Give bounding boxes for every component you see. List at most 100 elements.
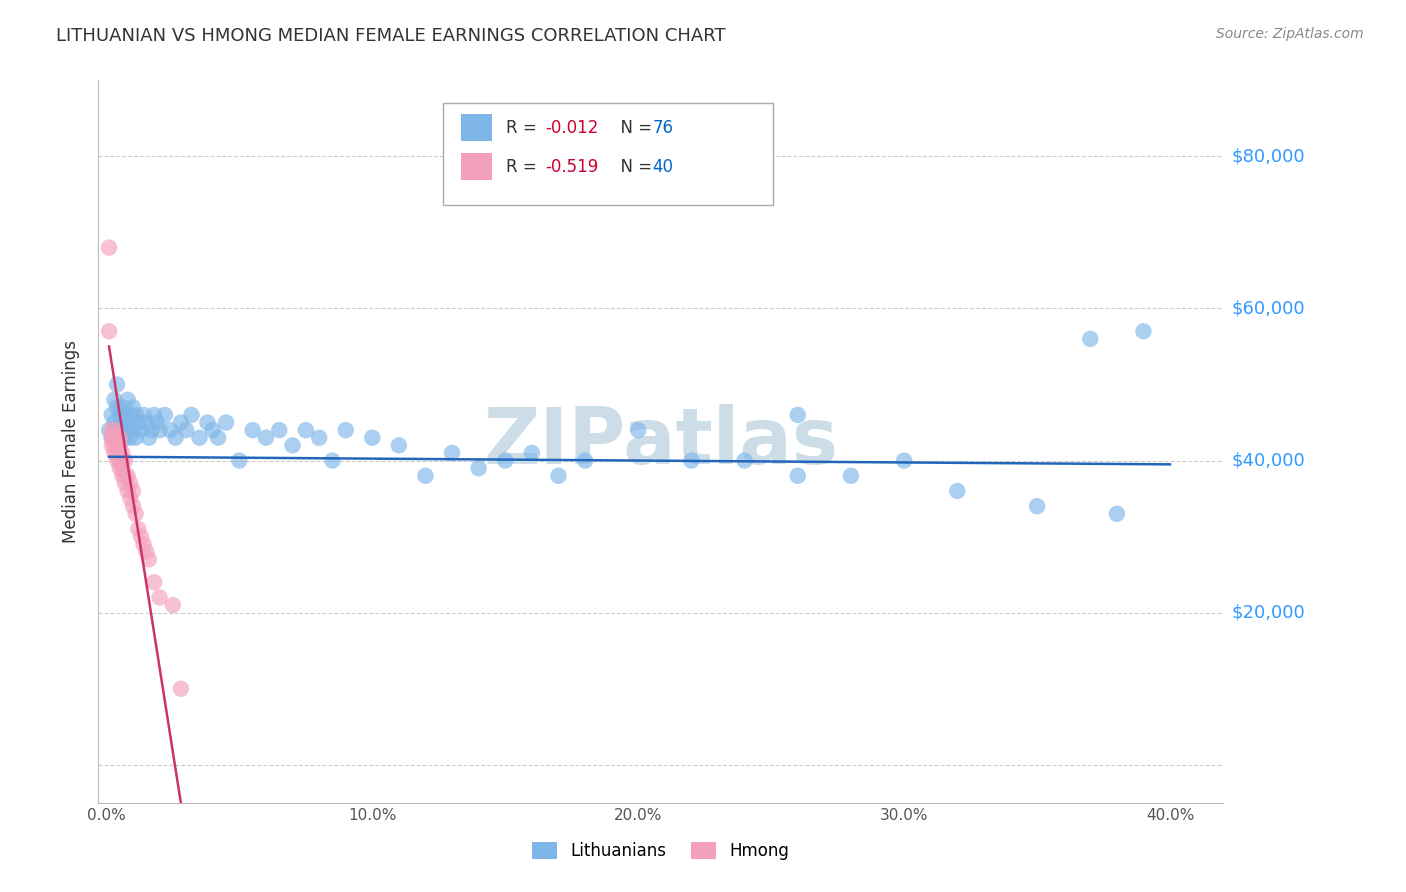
Point	[114, 468, 136, 483]
Point	[120, 431, 142, 445]
Point	[120, 408, 142, 422]
Point	[388, 438, 411, 452]
Point	[174, 423, 197, 437]
Point	[159, 423, 181, 437]
Text: $80,000: $80,000	[1232, 147, 1305, 165]
Point	[129, 423, 152, 437]
Point	[100, 431, 122, 445]
Legend: Lithuanians, Hmong: Lithuanians, Hmong	[526, 835, 796, 867]
Point	[114, 431, 136, 445]
Text: 76: 76	[652, 119, 673, 136]
Point	[946, 483, 969, 498]
Point	[108, 423, 131, 437]
Point	[103, 423, 125, 437]
Point	[197, 416, 219, 430]
Point	[122, 423, 145, 437]
Point	[129, 530, 152, 544]
Point	[105, 431, 128, 445]
Text: $20,000: $20,000	[1232, 604, 1305, 622]
Point	[111, 416, 134, 430]
Point	[308, 431, 330, 445]
Point	[180, 408, 202, 422]
Point	[162, 598, 184, 612]
Point	[681, 453, 703, 467]
Point	[105, 453, 128, 467]
Point	[122, 401, 145, 415]
Point	[335, 423, 357, 437]
Point	[108, 438, 131, 452]
Point	[441, 446, 464, 460]
Point	[132, 537, 155, 551]
Point	[122, 483, 145, 498]
Text: LITHUANIAN VS HMONG MEDIAN FEMALE EARNINGS CORRELATION CHART: LITHUANIAN VS HMONG MEDIAN FEMALE EARNIN…	[56, 27, 725, 45]
Point	[111, 453, 134, 467]
Point	[120, 491, 142, 506]
Point	[1078, 332, 1101, 346]
Point	[170, 681, 193, 696]
Point	[143, 408, 166, 422]
Point	[111, 468, 134, 483]
Point	[207, 431, 229, 445]
Text: $60,000: $60,000	[1232, 300, 1305, 318]
Point	[141, 423, 163, 437]
Point	[120, 476, 142, 491]
Point	[839, 468, 862, 483]
Point	[893, 453, 915, 467]
Point	[114, 476, 136, 491]
Point	[127, 522, 149, 536]
Point	[98, 423, 121, 437]
Point	[108, 408, 131, 422]
Point	[138, 431, 160, 445]
Point	[108, 431, 131, 445]
Point	[1026, 499, 1049, 513]
Point	[153, 408, 176, 422]
Point	[627, 423, 650, 437]
Text: R =: R =	[506, 119, 543, 136]
Text: N =: N =	[610, 158, 658, 176]
Point	[103, 392, 125, 407]
Point	[111, 423, 134, 437]
Point	[786, 468, 808, 483]
Point	[114, 423, 136, 437]
Point	[321, 453, 343, 467]
Point	[117, 483, 139, 498]
Point	[100, 438, 122, 452]
Point	[124, 431, 146, 445]
Text: 40: 40	[652, 158, 673, 176]
Point	[1132, 324, 1154, 338]
Point	[100, 408, 122, 422]
Point	[135, 416, 157, 430]
Point	[254, 431, 277, 445]
Point	[138, 552, 160, 566]
Point	[105, 438, 128, 452]
Point	[114, 408, 136, 422]
Point	[734, 453, 756, 467]
Point	[215, 416, 238, 430]
Point	[108, 453, 131, 467]
Point	[281, 438, 304, 452]
Text: ZIPatlas: ZIPatlas	[484, 403, 838, 480]
Point	[146, 416, 169, 430]
Point	[1105, 507, 1128, 521]
Point	[111, 446, 134, 460]
Point	[103, 423, 125, 437]
Point	[124, 408, 146, 422]
Text: -0.012: -0.012	[546, 119, 599, 136]
Text: R =: R =	[506, 158, 543, 176]
Point	[108, 431, 131, 445]
Point	[100, 423, 122, 437]
Point	[111, 461, 134, 475]
Point	[201, 423, 224, 437]
Text: -0.519: -0.519	[546, 158, 599, 176]
Point	[103, 438, 125, 452]
Point	[228, 453, 250, 467]
Point	[103, 416, 125, 430]
Point	[111, 401, 134, 415]
Text: N =: N =	[610, 119, 658, 136]
Point	[105, 446, 128, 460]
Point	[98, 324, 121, 338]
Point	[165, 431, 187, 445]
Point	[415, 468, 437, 483]
Point	[117, 468, 139, 483]
Point	[122, 499, 145, 513]
